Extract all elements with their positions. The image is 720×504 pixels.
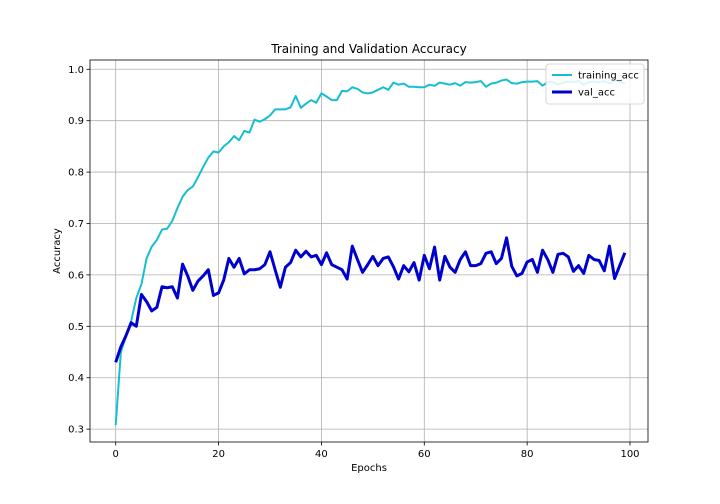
legend: training_acc val_acc <box>545 63 645 105</box>
x-tick-label: 80 <box>521 449 534 460</box>
y-tick-label: 0.3 <box>68 425 84 436</box>
y-tick-label: 1.0 <box>68 65 84 76</box>
x-tick-label: 40 <box>315 449 328 460</box>
training_acc-line <box>114 78 626 426</box>
val_acc-line <box>114 236 627 363</box>
axis-ticks: 0 20 40 60 80 100 0.3 0.4 0.5 0.6 0.7 0.8 0.9 1.0 <box>68 65 639 460</box>
y-tick-label: 0.9 <box>68 116 84 127</box>
y-tick-label: 0.8 <box>68 168 84 179</box>
plot-frame <box>89 59 649 443</box>
x-tick-label: 100 <box>620 449 639 460</box>
series-lines <box>114 78 627 426</box>
y-tick-label: 0.7 <box>68 219 84 230</box>
grid <box>90 60 648 442</box>
y-tick-label: 0.6 <box>68 270 84 281</box>
y-tick-label: 0.4 <box>68 373 84 384</box>
x-axis-label: Epochs <box>351 463 387 474</box>
y-tick-label: 0.5 <box>68 322 84 333</box>
training_acc-legend-label: training_acc <box>578 71 639 82</box>
val_acc-legend-label: val_acc <box>578 88 615 99</box>
y-axis-label: Accuracy <box>52 228 63 274</box>
x-tick-label: 60 <box>418 449 431 460</box>
chart-title: Training and Validation Accuracy <box>270 42 466 56</box>
x-tick-label: 20 <box>212 449 225 460</box>
x-tick-label: 0 <box>113 449 119 460</box>
